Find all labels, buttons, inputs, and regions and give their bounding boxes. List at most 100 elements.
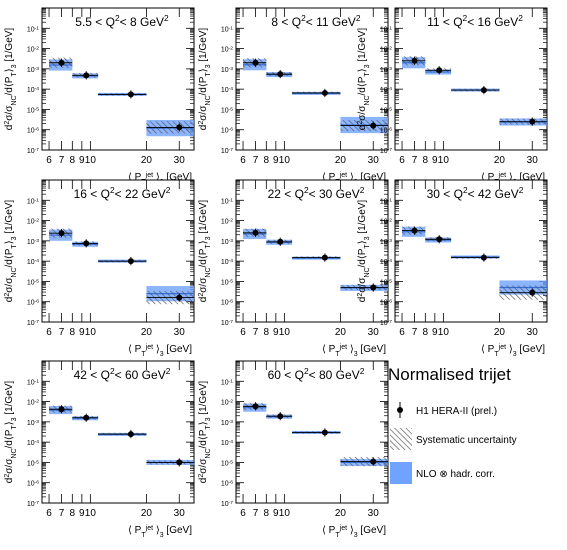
legend-title: Normalised trijet	[388, 365, 511, 384]
x-tick-label: 6	[46, 155, 52, 166]
y-tick-label: 10-5	[221, 106, 233, 115]
x-axis-title: ⟨ PTjet ⟩3 [GeV]	[481, 344, 545, 358]
x-tick-label: 20	[494, 327, 506, 338]
legend: Normalised trijet H1 HERA-II (prel.) Sys…	[388, 365, 517, 484]
data-point	[277, 71, 284, 78]
x-tick-label: 6	[240, 155, 246, 166]
y-tick-label: 10-2	[27, 45, 39, 54]
data-point	[58, 406, 65, 413]
x-tick-label: 9	[432, 155, 438, 166]
x-tick-label: 7	[253, 327, 259, 338]
y-tick-label: 10-2	[221, 45, 233, 54]
x-tick-label: 20	[335, 155, 347, 166]
x-tick-label: 30	[527, 155, 539, 166]
y-axis-title: d2σ/σNC/d⟨PT⟩3 [1/GeV]	[357, 200, 371, 303]
y-tick-label: 10-3	[27, 65, 39, 74]
y-tick-label: 10-7	[380, 147, 392, 156]
y-tick-label: 10-7	[221, 319, 233, 328]
panel-2: 10-7 10-6 10-5 10-4 10-3 10-2 10-1 6 7 8 9 10 20 30 8 …	[198, 7, 389, 186]
y-tick-label: 10-6	[221, 126, 233, 135]
y-tick-label: 10-3	[221, 418, 233, 427]
data-point	[277, 238, 284, 245]
x-tick-label: 9	[79, 508, 85, 519]
panel-4: 10-7 10-6 10-5 10-4 10-3 10-2 10-1 6 7 8 9 10 20 30 16…	[4, 179, 195, 358]
panel-title: 30 < Q2< 42 GeV2	[427, 185, 524, 201]
data-point	[321, 89, 328, 96]
x-axis-title: ⟨ PTjet ⟩3 [GeV]	[128, 344, 192, 358]
y-tick-label: 10-7	[27, 500, 39, 509]
x-tick-label: 6	[240, 327, 246, 338]
data-point	[436, 236, 443, 243]
y-tick-label: 10-3	[380, 237, 392, 246]
y-tick-label: 10-6	[380, 298, 392, 307]
data-point	[480, 254, 487, 261]
data-point	[176, 124, 183, 131]
x-tick-label: 6	[46, 508, 52, 519]
y-tick-label: 10-5	[27, 106, 39, 115]
x-tick-label: 10	[438, 327, 450, 338]
data-point	[480, 87, 487, 94]
y-axis-title: d2σ/σNC/d⟨PT⟩3 [1/GeV]	[198, 28, 212, 131]
y-tick-label: 10-5	[27, 278, 39, 287]
data-point	[436, 67, 443, 74]
y-tick-label: 10-5	[380, 106, 392, 115]
x-tick-label: 6	[46, 327, 52, 338]
y-tick-label: 10-4	[27, 86, 39, 95]
panel-title: 42 < Q2< 60 GeV2	[74, 366, 171, 382]
x-tick-label: 6	[240, 508, 246, 519]
x-tick-label: 8	[70, 155, 76, 166]
x-tick-label: 8	[423, 155, 429, 166]
panel-title: 60 < Q2< 80 GeV2	[268, 366, 365, 382]
x-tick-label: 8	[70, 327, 76, 338]
data-point	[277, 413, 284, 420]
y-tick-label: 10-2	[27, 217, 39, 226]
data-point	[176, 459, 183, 466]
x-tick-label: 30	[368, 327, 380, 338]
plot-frame	[394, 179, 548, 323]
data-point	[127, 91, 134, 98]
x-tick-label: 7	[59, 508, 65, 519]
x-tick-label: 10	[279, 508, 291, 519]
data-point	[529, 118, 536, 125]
x-tick-label: 8	[264, 508, 270, 519]
y-tick-label: 10-1	[221, 378, 233, 387]
y-tick-label: 10-2	[221, 217, 233, 226]
y-axis-title: d2σ/σNC/d⟨PT⟩3 [1/GeV]	[4, 28, 18, 131]
x-tick-label: 10	[279, 327, 291, 338]
y-tick-label: 10-4	[380, 258, 392, 267]
x-tick-label: 20	[335, 508, 347, 519]
y-tick-label: 10-6	[27, 126, 39, 135]
y-tick-label: 10-4	[27, 258, 39, 267]
x-tick-label: 6	[399, 155, 405, 166]
x-tick-label: 30	[174, 508, 186, 519]
x-tick-label: 8	[70, 508, 76, 519]
y-tick-label: 10-6	[27, 479, 39, 488]
y-axis-title: d2σ/σNC/d⟨PT⟩3 [1/GeV]	[4, 381, 18, 484]
y-tick-label: 10-5	[221, 459, 233, 468]
x-tick-label: 30	[368, 155, 380, 166]
x-tick-label: 30	[527, 327, 539, 338]
legend-syst-label: Systematic uncertainty	[416, 435, 517, 446]
y-tick-label: 10-6	[27, 298, 39, 307]
y-tick-label: 10-7	[221, 500, 233, 509]
y-tick-label: 10-7	[27, 319, 39, 328]
y-tick-label: 10-1	[221, 25, 233, 33]
y-tick-label: 10-4	[27, 439, 39, 448]
x-tick-label: 8	[264, 327, 270, 338]
panel-title: 22 < Q2< 30 GeV2	[268, 185, 365, 201]
y-tick-label: 10-2	[380, 217, 392, 226]
y-tick-label: 10-7	[380, 319, 392, 328]
y-tick-label: 10-4	[221, 439, 233, 448]
y-axis-title: d2σ/σNC/d⟨PT⟩3 [1/GeV]	[357, 28, 371, 131]
x-tick-label: 10	[438, 155, 450, 166]
data-point	[411, 227, 418, 234]
data-point	[370, 458, 377, 465]
data-point	[127, 431, 134, 438]
data-point	[370, 122, 377, 129]
x-tick-label: 6	[399, 327, 405, 338]
x-tick-label: 20	[335, 327, 347, 338]
x-tick-label: 10	[85, 327, 97, 338]
data-point	[83, 414, 90, 421]
data-point	[58, 59, 65, 66]
